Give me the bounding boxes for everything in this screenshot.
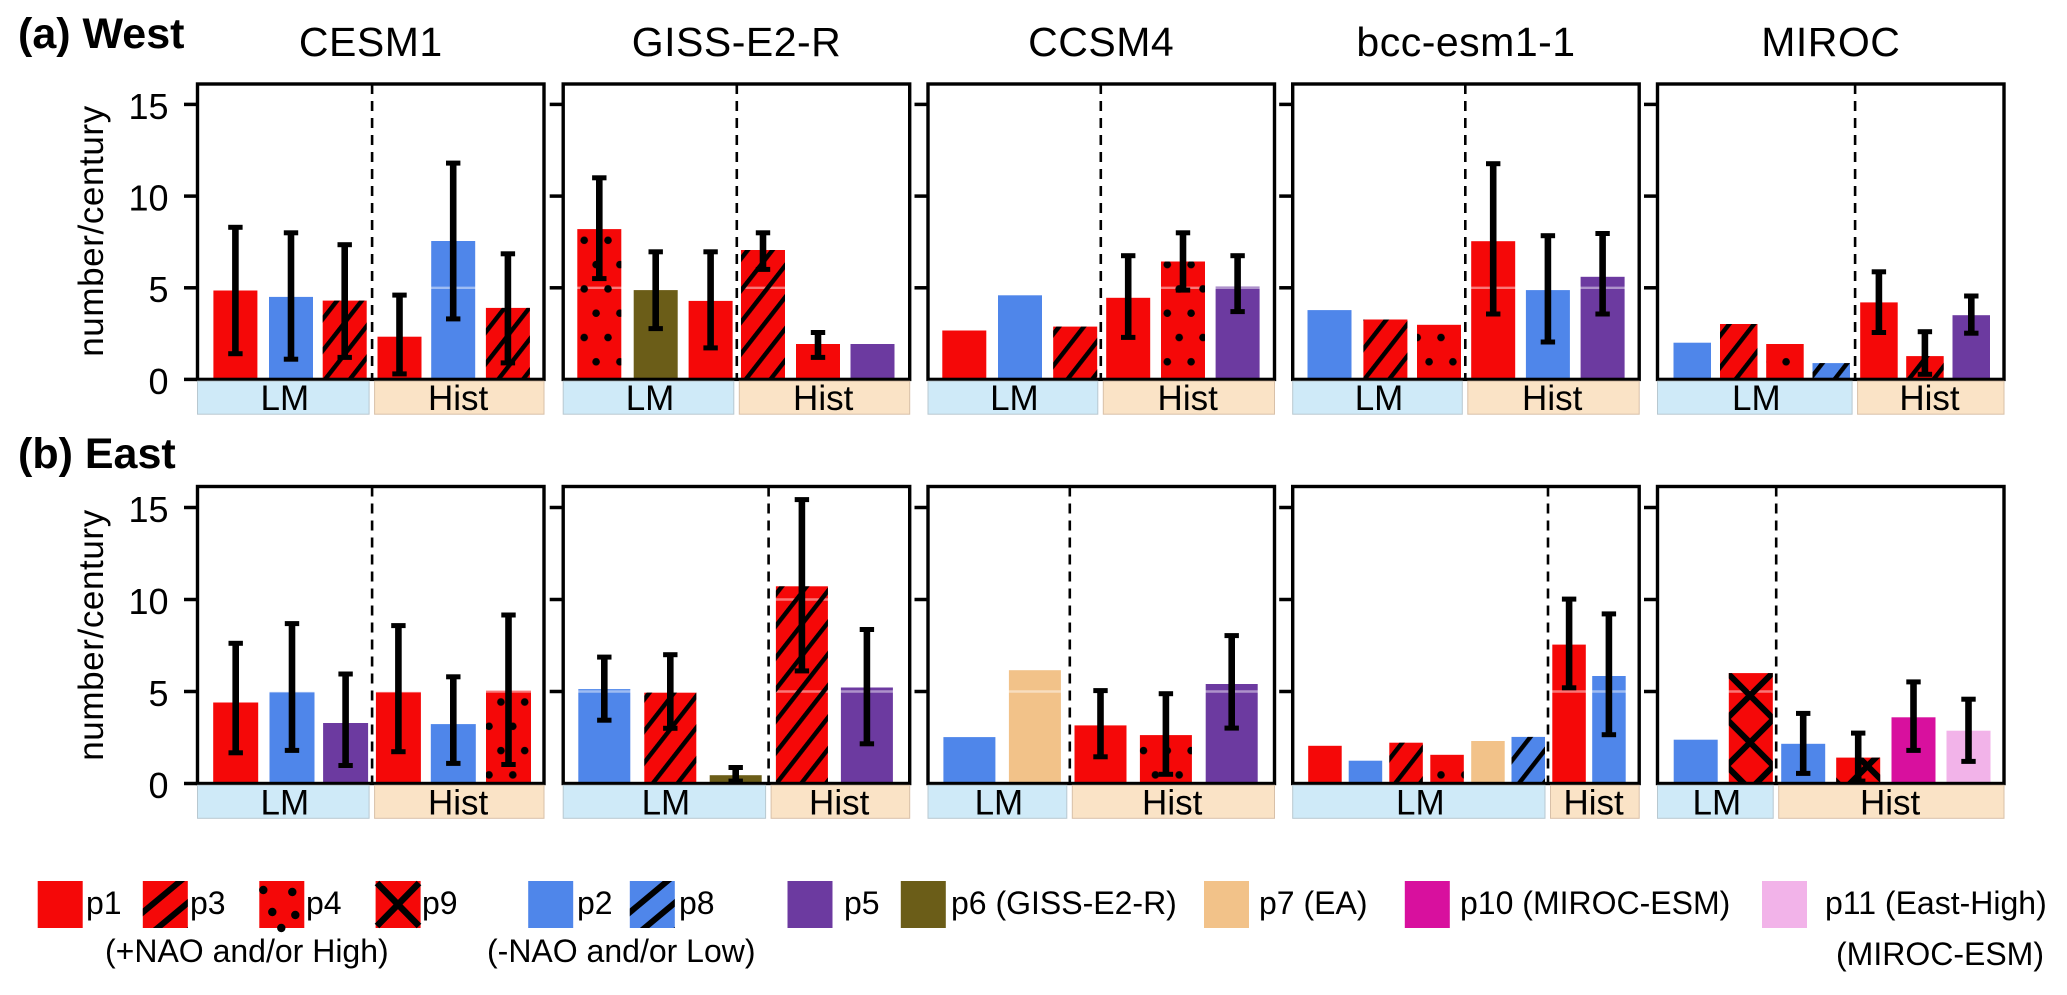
svg-text:CCSM4: CCSM4 [1028, 19, 1174, 65]
svg-text:(b) East: (b) East [18, 430, 176, 478]
svg-text:LM: LM [1692, 783, 1741, 822]
svg-text:0: 0 [148, 361, 168, 402]
svg-text:p6 (GISS-E2-R): p6 (GISS-E2-R) [951, 885, 1177, 921]
svg-text:p10 (MIROC-ESM): p10 (MIROC-ESM) [1460, 885, 1730, 921]
svg-text:p7 (EA): p7 (EA) [1259, 885, 1367, 921]
svg-text:10: 10 [128, 581, 168, 622]
svg-text:10: 10 [128, 178, 168, 219]
svg-text:Hist: Hist [1142, 783, 1203, 822]
svg-text:number/century: number/century [72, 509, 111, 761]
svg-text:Hist: Hist [428, 379, 489, 418]
svg-text:LM: LM [260, 783, 309, 822]
svg-text:Hist: Hist [1522, 379, 1583, 418]
svg-text:(a) West: (a) West [18, 10, 184, 58]
svg-text:15: 15 [128, 489, 168, 530]
svg-text:p8: p8 [679, 885, 715, 921]
svg-text:(MIROC-ESM): (MIROC-ESM) [1836, 936, 2044, 972]
svg-text:p2: p2 [577, 885, 613, 921]
svg-text:LM: LM [642, 783, 691, 822]
svg-text:LM: LM [1732, 379, 1781, 418]
svg-text:LM: LM [990, 379, 1039, 418]
svg-text:CESM1: CESM1 [299, 19, 443, 65]
svg-text:GISS-E2-R: GISS-E2-R [632, 19, 842, 65]
svg-text:p3: p3 [190, 885, 226, 921]
svg-text:p9: p9 [422, 885, 458, 921]
svg-text:LM: LM [1355, 379, 1404, 418]
svg-text:Hist: Hist [1899, 379, 1960, 418]
svg-text:Hist: Hist [428, 783, 489, 822]
svg-text:number/century: number/century [72, 105, 111, 357]
svg-text:p5: p5 [844, 885, 880, 921]
svg-text:LM: LM [626, 379, 675, 418]
svg-text:LM: LM [975, 783, 1024, 822]
svg-text:5: 5 [148, 269, 168, 310]
svg-text:5: 5 [148, 673, 168, 714]
svg-text:Hist: Hist [1563, 783, 1624, 822]
svg-text:p1: p1 [86, 885, 122, 921]
svg-text:MIROC: MIROC [1761, 19, 1900, 65]
svg-text:bcc-esm1-1: bcc-esm1-1 [1356, 19, 1575, 65]
svg-text:Hist: Hist [1158, 379, 1219, 418]
svg-text:LM: LM [260, 379, 309, 418]
svg-text:0: 0 [148, 765, 168, 806]
svg-text:Hist: Hist [809, 783, 870, 822]
svg-text:LM: LM [1396, 783, 1445, 822]
svg-text:(+NAO and/or High): (+NAO and/or High) [105, 933, 389, 969]
svg-text:Hist: Hist [1860, 783, 1921, 822]
svg-text:(-NAO and/or Low): (-NAO and/or Low) [487, 933, 756, 969]
svg-text:Hist: Hist [793, 379, 854, 418]
svg-text:p11 (East-High): p11 (East-High) [1825, 885, 2047, 921]
svg-text:p4: p4 [306, 885, 342, 921]
svg-text:15: 15 [128, 86, 168, 127]
